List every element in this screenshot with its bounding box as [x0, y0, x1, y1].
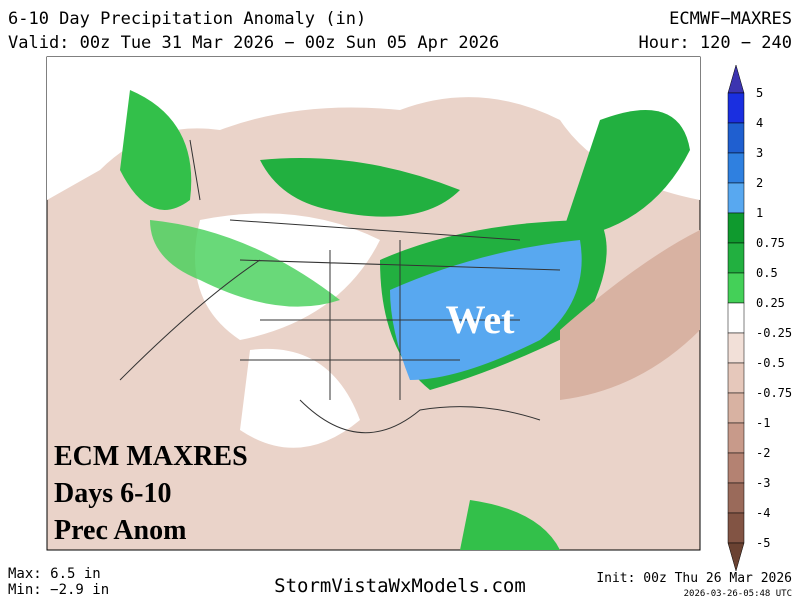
- colorbar: 5 4 3 2 1 0.75 0.5 0.25 -0.25 -0.5 -0.75 -1 -2 -3 -4 -5: [727, 64, 792, 572]
- colorbar-label: -0.5: [756, 356, 785, 370]
- colorbar-bin: [727, 392, 745, 424]
- colorbar-label: -5: [756, 536, 770, 550]
- colorbar-label: 5: [756, 86, 763, 100]
- colorbar-label: 0.25: [756, 296, 785, 310]
- colorbar-label: -3: [756, 476, 770, 490]
- colorbar-label: 0.75: [756, 236, 785, 250]
- max-value: Max: 6.5 in: [8, 566, 101, 582]
- colorbar-label: 4: [756, 116, 763, 130]
- overlay-line: Prec Anom: [54, 515, 186, 546]
- colorbar-bin: [727, 512, 745, 544]
- colorbar-label: -0.25: [756, 326, 792, 340]
- valid-time: Valid: 00z Tue 31 Mar 2026 − 00z Sun 05 …: [8, 33, 499, 53]
- site: StormVistaWxModels.com: [274, 575, 526, 597]
- map: Wet ECM MAXRES Days 6-10 Prec Anom: [46, 56, 701, 551]
- colorbar-label: -1: [756, 416, 770, 430]
- init-time: Init: 00z Thu 26 Mar 2026: [596, 571, 792, 586]
- colorbar-label: 2: [756, 176, 763, 190]
- min-value: Min: −2.9 in: [8, 582, 109, 598]
- colorbar-bin: [727, 272, 745, 304]
- colorbar-bin: [727, 182, 745, 214]
- colorbar-cap: [727, 64, 745, 94]
- colorbar-bin: [727, 212, 745, 244]
- colorbar-label: -2: [756, 446, 770, 460]
- colorbar-bin: [727, 122, 745, 154]
- overlay-line: ECM MAXRES: [54, 441, 248, 472]
- colorbar-label: 1: [756, 206, 763, 220]
- map-annotation: Wet: [446, 297, 516, 342]
- colorbar-label: 3: [756, 146, 763, 160]
- colorbar-bin: [727, 242, 745, 274]
- colorbar-bin: [727, 332, 745, 364]
- hour-range: Hour: 120 − 240: [638, 33, 792, 53]
- colorbar-label: -0.75: [756, 386, 792, 400]
- colorbar-cap: [727, 542, 745, 572]
- overlay-line: Days 6-10: [54, 478, 171, 509]
- colorbar-bin: [727, 362, 745, 394]
- colorbar-bin: [727, 302, 745, 334]
- colorbar-bin: [727, 452, 745, 484]
- colorbar-bin: [727, 92, 745, 124]
- colorbar-label: -4: [756, 506, 770, 520]
- colorbar-bin: [727, 152, 745, 184]
- colorbar-label: 0.5: [756, 266, 778, 280]
- title: 6-10 Day Precipitation Anomaly (in): [8, 9, 366, 29]
- model: ECMWF−MAXRES: [669, 9, 792, 29]
- colorbar-bin: [727, 482, 745, 514]
- timestamp: 2026-03-26-05:48 UTC: [684, 589, 792, 599]
- colorbar-bin: [727, 422, 745, 454]
